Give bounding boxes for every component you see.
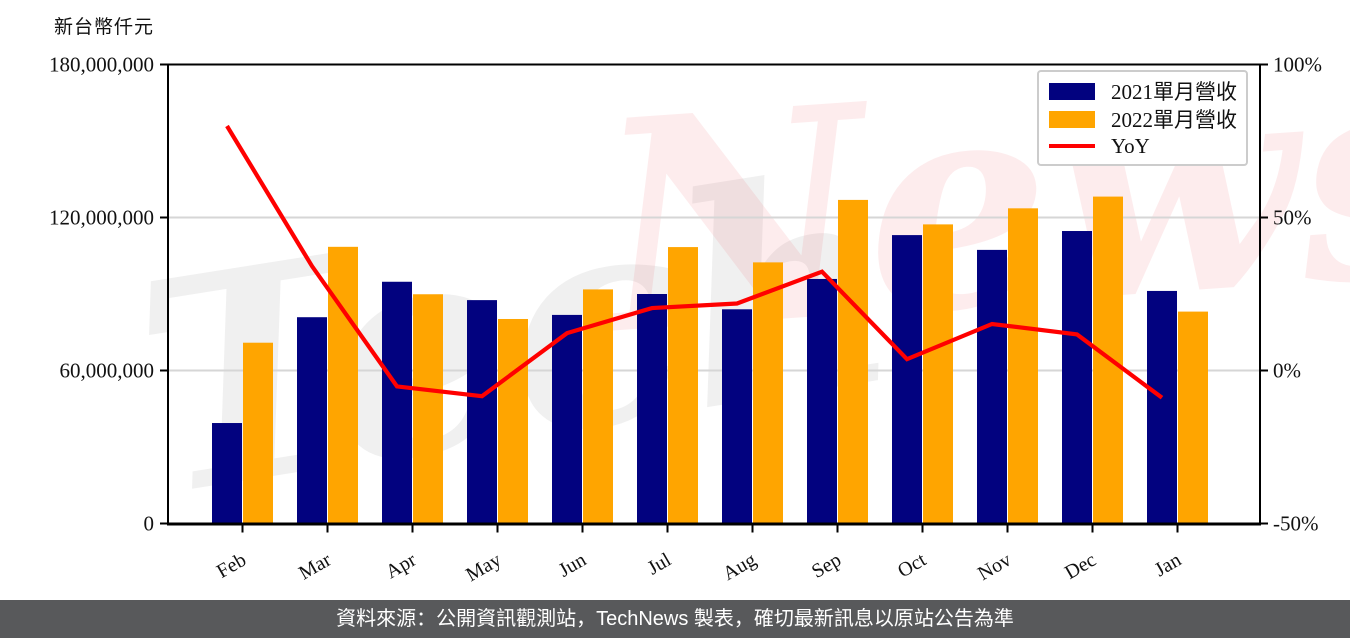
bar-2021單月營收-Feb [212,423,242,524]
bar-2021單月營收-Jun [552,314,582,524]
bar-2022單月營收-Jan [1178,311,1208,524]
bar-2022單月營收-Feb [243,342,273,524]
legend-swatch-2021 [1049,82,1095,100]
bar-2022單月營收-May [498,318,528,524]
x-tick-label-May: May [462,549,505,586]
bar-2022單月營收-Oct [923,224,953,524]
bar-2022單月營收-Mar [328,246,358,524]
bar-2022單月營收-Sep [838,199,868,524]
left-tick-label-120,000,000: 120,000,000 [49,206,154,230]
bar-2021單月營收-Dec [1062,231,1092,524]
bar-2022單月營收-Apr [413,294,443,524]
legend-label-2022: 2022單月營收 [1111,108,1237,132]
legend-label-2021: 2021單月營收 [1111,80,1237,104]
bar-2021單月營收-Nov [977,249,1007,524]
x-tick-label-Jun: Jun [555,549,590,582]
right-tick-label-0%: 0% [1273,359,1301,383]
left-axis-unit-label: 新台幣仟元 [54,17,155,38]
bar-2022單月營收-Nov [1008,208,1038,524]
x-tick-label-Jan: Jan [1151,549,1185,581]
x-tick-label-Jul: Jul [644,549,676,580]
x-tick-label-Mar: Mar [295,549,335,585]
bar-2021單月營收-Sep [807,278,837,524]
bar-2021單月營收-Jul [637,294,667,524]
footer-source-text: 資料來源：公開資訊觀測站，TechNews 製表，確切最新訊息以原站公告為準 [336,608,1014,630]
legend-swatch-yoy [1049,144,1095,148]
legend-label-yoy: YoY [1111,133,1150,158]
left-tick-label-60,000,000: 60,000,000 [60,359,155,383]
bar-2021單月營收-Mar [297,317,327,524]
bar-2021單月營收-Jan [1147,290,1177,524]
bar-2022單月營收-Aug [753,262,783,524]
right-tick-label--50%: -50% [1273,512,1319,536]
x-tick-label-Nov: Nov [974,549,1015,585]
chart-canvas: 0 60,000,000 120,000,000 180,000,000 -50% 0% 5… [49,53,1322,587]
right-tick-label-50%: 50% [1273,206,1312,230]
x-tick-label-Apr: Apr [382,549,420,584]
bar-2021單月營收-Aug [722,309,752,524]
legend: 2021單月營收 2022單月營收 YoY [1037,70,1248,166]
left-tick-label-180,000,000: 180,000,000 [49,53,154,77]
bar-2021單月營收-Apr [382,281,412,524]
footer-bar: 資料來源：公開資訊觀測站，TechNews 製表，確切最新訊息以原站公告為準 [0,600,1350,638]
x-tick-label-Dec: Dec [1061,549,1100,584]
left-tick-label-0: 0 [144,512,155,536]
x-tick-label-Oct: Oct [894,549,930,583]
x-tick-label-Sep: Sep [808,549,845,583]
legend-item-2021: 2021單月營收 [1039,77,1246,105]
bar-2022單月營收-Jul [668,247,698,524]
legend-item-yoy: YoY [1039,133,1246,159]
x-tick-label-Feb: Feb [213,549,250,583]
legend-item-2022: 2022單月營收 [1039,105,1246,133]
bar-2021單月營收-Oct [892,235,922,524]
x-tick-label-Aug: Aug [719,549,760,585]
legend-swatch-2022 [1049,110,1095,128]
bar-2021單月營收-May [467,300,497,524]
yoy-line [225,124,1164,400]
right-tick-label-100%: 100% [1273,53,1322,77]
